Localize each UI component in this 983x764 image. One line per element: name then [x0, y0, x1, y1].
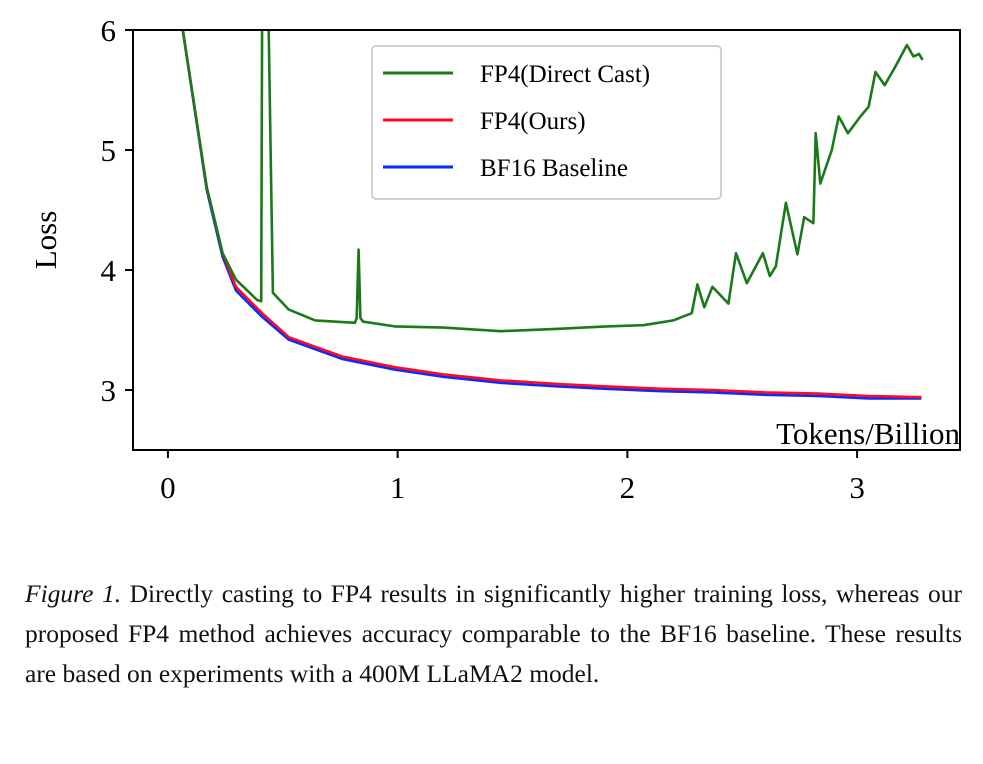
series-line-fp4-ours-	[181, 30, 922, 399]
x-tick-label: 0	[160, 470, 176, 505]
x-tick-label: 2	[620, 470, 636, 505]
figure-label: Figure 1.	[25, 579, 122, 608]
x-tick-label: 3	[849, 470, 865, 505]
y-tick-label: 3	[101, 373, 117, 408]
legend: FP4(Direct Cast) FP4(Ours) BF16 Baseline	[371, 45, 722, 200]
x-axis-label: Tokens/Billion	[776, 416, 960, 451]
series-line-bf16-baseline	[181, 30, 922, 400]
y-tick-label: 6	[101, 13, 117, 48]
figure-caption: Figure 1. Directly casting to FP4 result…	[25, 574, 962, 694]
loss-chart: 0 1 2 3 3 4 5 6 Loss Tokens/Billion FP4(Direct Cas…	[28, 13, 961, 505]
y-tick-label: 5	[101, 133, 117, 168]
series-line-fp4-direct-cast-	[181, 30, 924, 333]
y-tick-label: 4	[101, 253, 117, 288]
legend-label: FP4(Ours)	[480, 108, 586, 135]
legend-label: FP4(Direct Cast)	[480, 61, 650, 88]
legend-box	[371, 45, 722, 200]
caption-text: Directly casting to FP4 results in signi…	[25, 579, 962, 688]
y-axis-label: Loss	[28, 211, 63, 270]
legend-label: BF16 Baseline	[480, 155, 628, 182]
x-tick-label: 1	[390, 470, 406, 505]
plot-frame	[132, 29, 961, 451]
plot-area	[181, 30, 924, 400]
